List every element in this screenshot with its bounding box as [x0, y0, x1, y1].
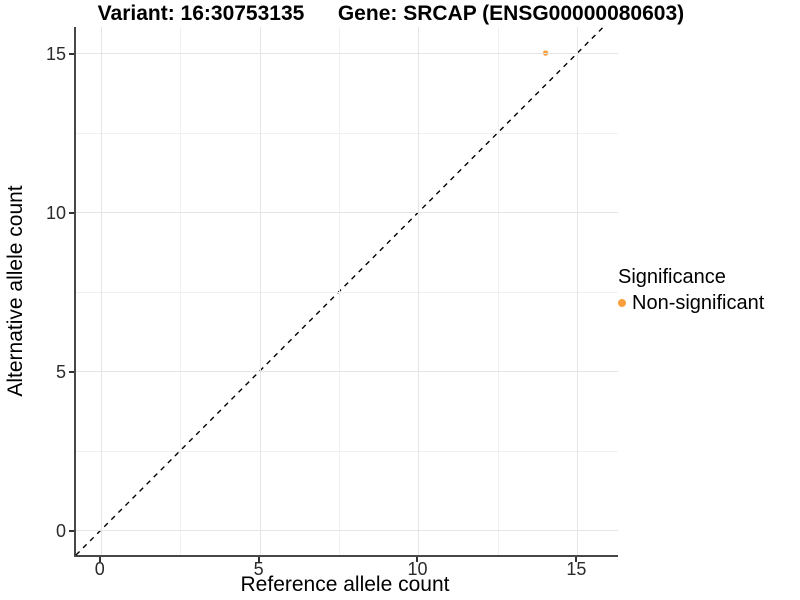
x-tick-mark — [575, 557, 578, 562]
y-axis-title: Alternative allele count — [4, 185, 27, 397]
legend: Significance Non-significant — [618, 265, 764, 315]
y-tick-mark — [69, 530, 74, 533]
y-major-gridline — [76, 212, 618, 214]
plot-title-gene: Gene: SRCAP (ENSG00000080603) — [337, 2, 685, 25]
x-major-gridline — [259, 27, 261, 555]
y-tick-mark — [69, 371, 74, 374]
x-major-gridline — [100, 27, 102, 555]
x-minor-gridline — [180, 27, 182, 555]
y-minor-gridline — [76, 132, 618, 134]
y-tick-mark — [69, 53, 74, 56]
y-major-gridline — [76, 530, 618, 532]
legend-item: Non-significant — [618, 291, 764, 315]
x-tick-mark — [416, 557, 419, 562]
x-major-gridline — [418, 27, 420, 555]
y-tick-label: 0 — [55, 521, 66, 542]
y-tick-label: 15 — [45, 44, 66, 65]
plot-panel — [74, 26, 618, 557]
x-major-gridline — [577, 27, 579, 555]
y-tick-label: 5 — [55, 362, 66, 383]
legend-item-label: Non-significant — [632, 292, 765, 314]
legend-title: Significance — [618, 266, 726, 288]
x-axis-title: Reference allele count — [240, 573, 450, 596]
legend-point-icon — [618, 299, 626, 307]
x-tick-label: 10 — [407, 559, 428, 579]
x-tick-label: 15 — [566, 559, 587, 579]
x-tick-label: 0 — [94, 559, 105, 579]
plot-title-variant: Variant: 16:30753135 — [97, 2, 305, 25]
y-minor-gridline — [76, 450, 618, 452]
y-minor-gridline — [76, 291, 618, 293]
y-tick-label: 10 — [45, 203, 66, 224]
x-tick-label: 5 — [253, 559, 264, 579]
x-tick-mark — [98, 557, 101, 562]
x-minor-gridline — [339, 27, 341, 555]
y-tick-mark — [69, 212, 74, 215]
x-minor-gridline — [497, 27, 499, 555]
x-tick-mark — [257, 557, 260, 562]
y-major-gridline — [76, 53, 618, 55]
y-major-gridline — [76, 371, 618, 373]
